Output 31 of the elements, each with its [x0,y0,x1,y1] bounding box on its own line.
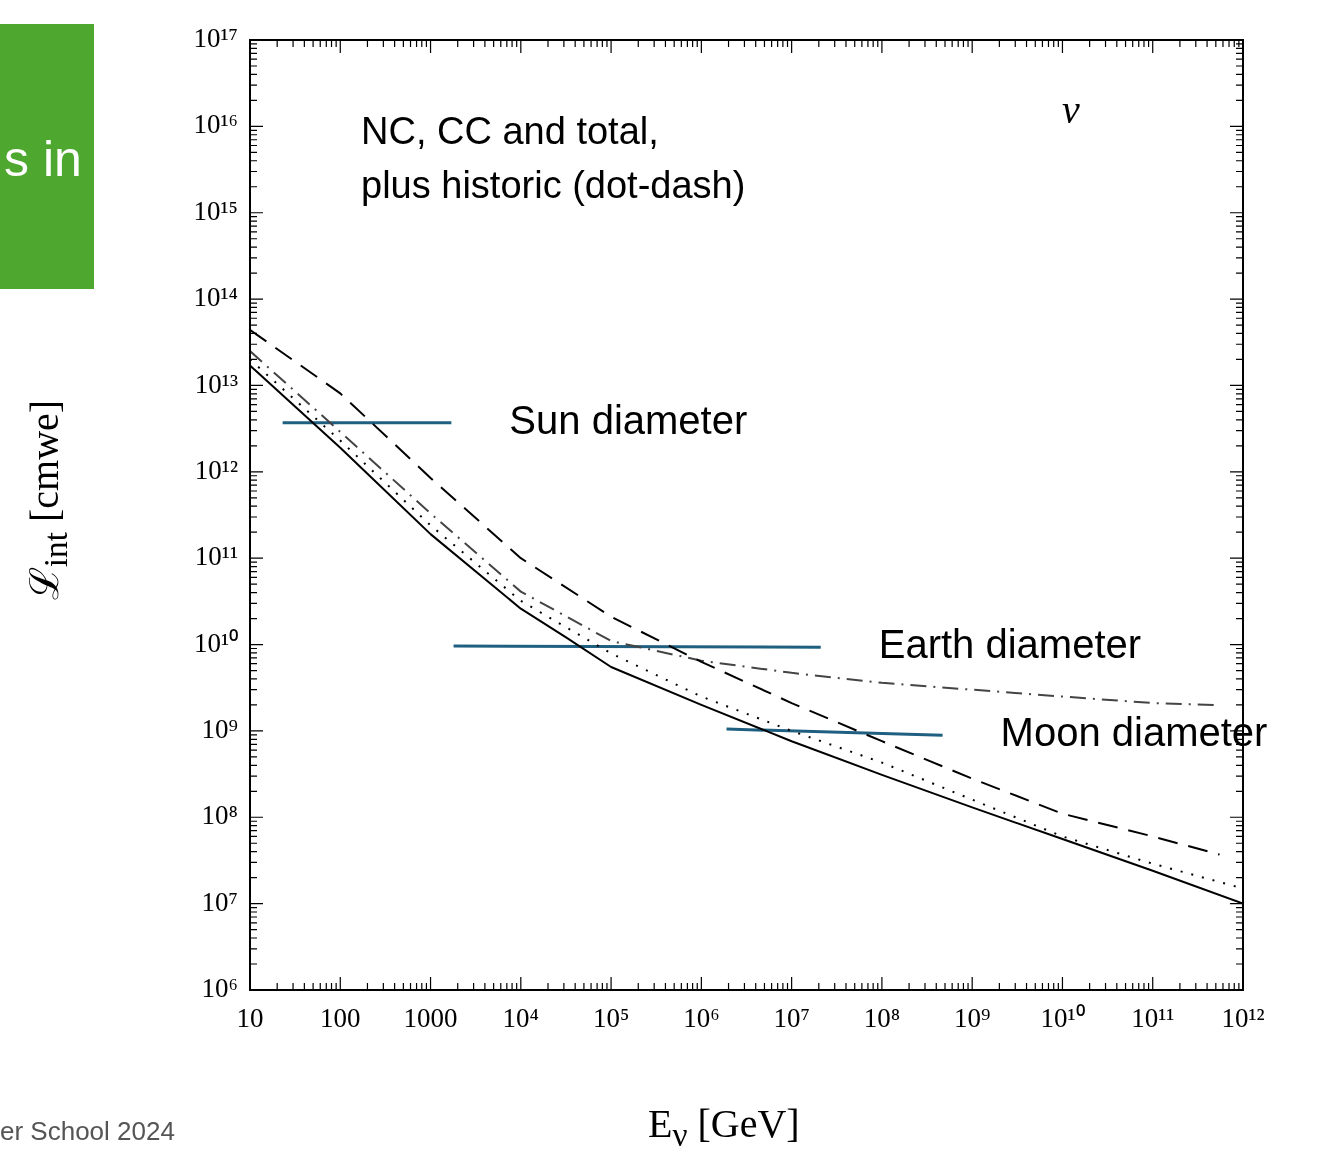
x-tick-label: 10⁴ [502,1003,540,1034]
x-tick-label: 10⁶ [683,1003,720,1034]
annotation: NC, CC and total, plus historic (dot-dash) [361,109,746,208]
y-tick-label: 10¹⁵ [193,195,238,226]
x-tick-label: 10¹⁰ [1040,1003,1085,1034]
x-tick-label: 10⁷ [773,1003,810,1034]
text: s in [4,130,82,188]
x-tick-label: 10⁸ [863,1003,901,1034]
y-tick-label: 10⁶ [201,973,238,1004]
x-tick-label: 10¹² [1221,1003,1265,1034]
series-label: Sun diameter [509,397,748,442]
x-axis-title: E$_{ν}$ [GeV] [648,1100,800,1154]
series-label: Earth diameter [878,622,1142,667]
y-tick-label: 10⁸ [201,800,238,831]
x-tick-label: 10⁵ [592,1003,630,1034]
x-tick-label: 10 [236,1003,264,1034]
y-tick-label: 10⁷ [201,886,238,917]
y-tick-label: 10¹² [194,454,238,485]
annotation: ν [1062,86,1080,133]
y-tick-label: 10⁹ [201,714,238,744]
x-tick-label: 100 [320,1003,361,1034]
y-tick-label: 10¹⁰ [193,627,238,658]
text: er School 2024 [0,1116,175,1147]
y-tick-label: 10¹¹ [194,541,238,572]
y-tick-label: 10¹³ [194,368,238,399]
y-tick-label: 10¹⁶ [193,109,238,140]
x-tick-label: 10¹¹ [1131,1003,1175,1034]
y-tick-label: 10¹⁴ [193,282,238,313]
y-tick-label: 10¹⁷ [193,23,238,54]
x-tick-label: 1000 [403,1003,458,1034]
x-tick-label: 10⁹ [953,1003,991,1034]
